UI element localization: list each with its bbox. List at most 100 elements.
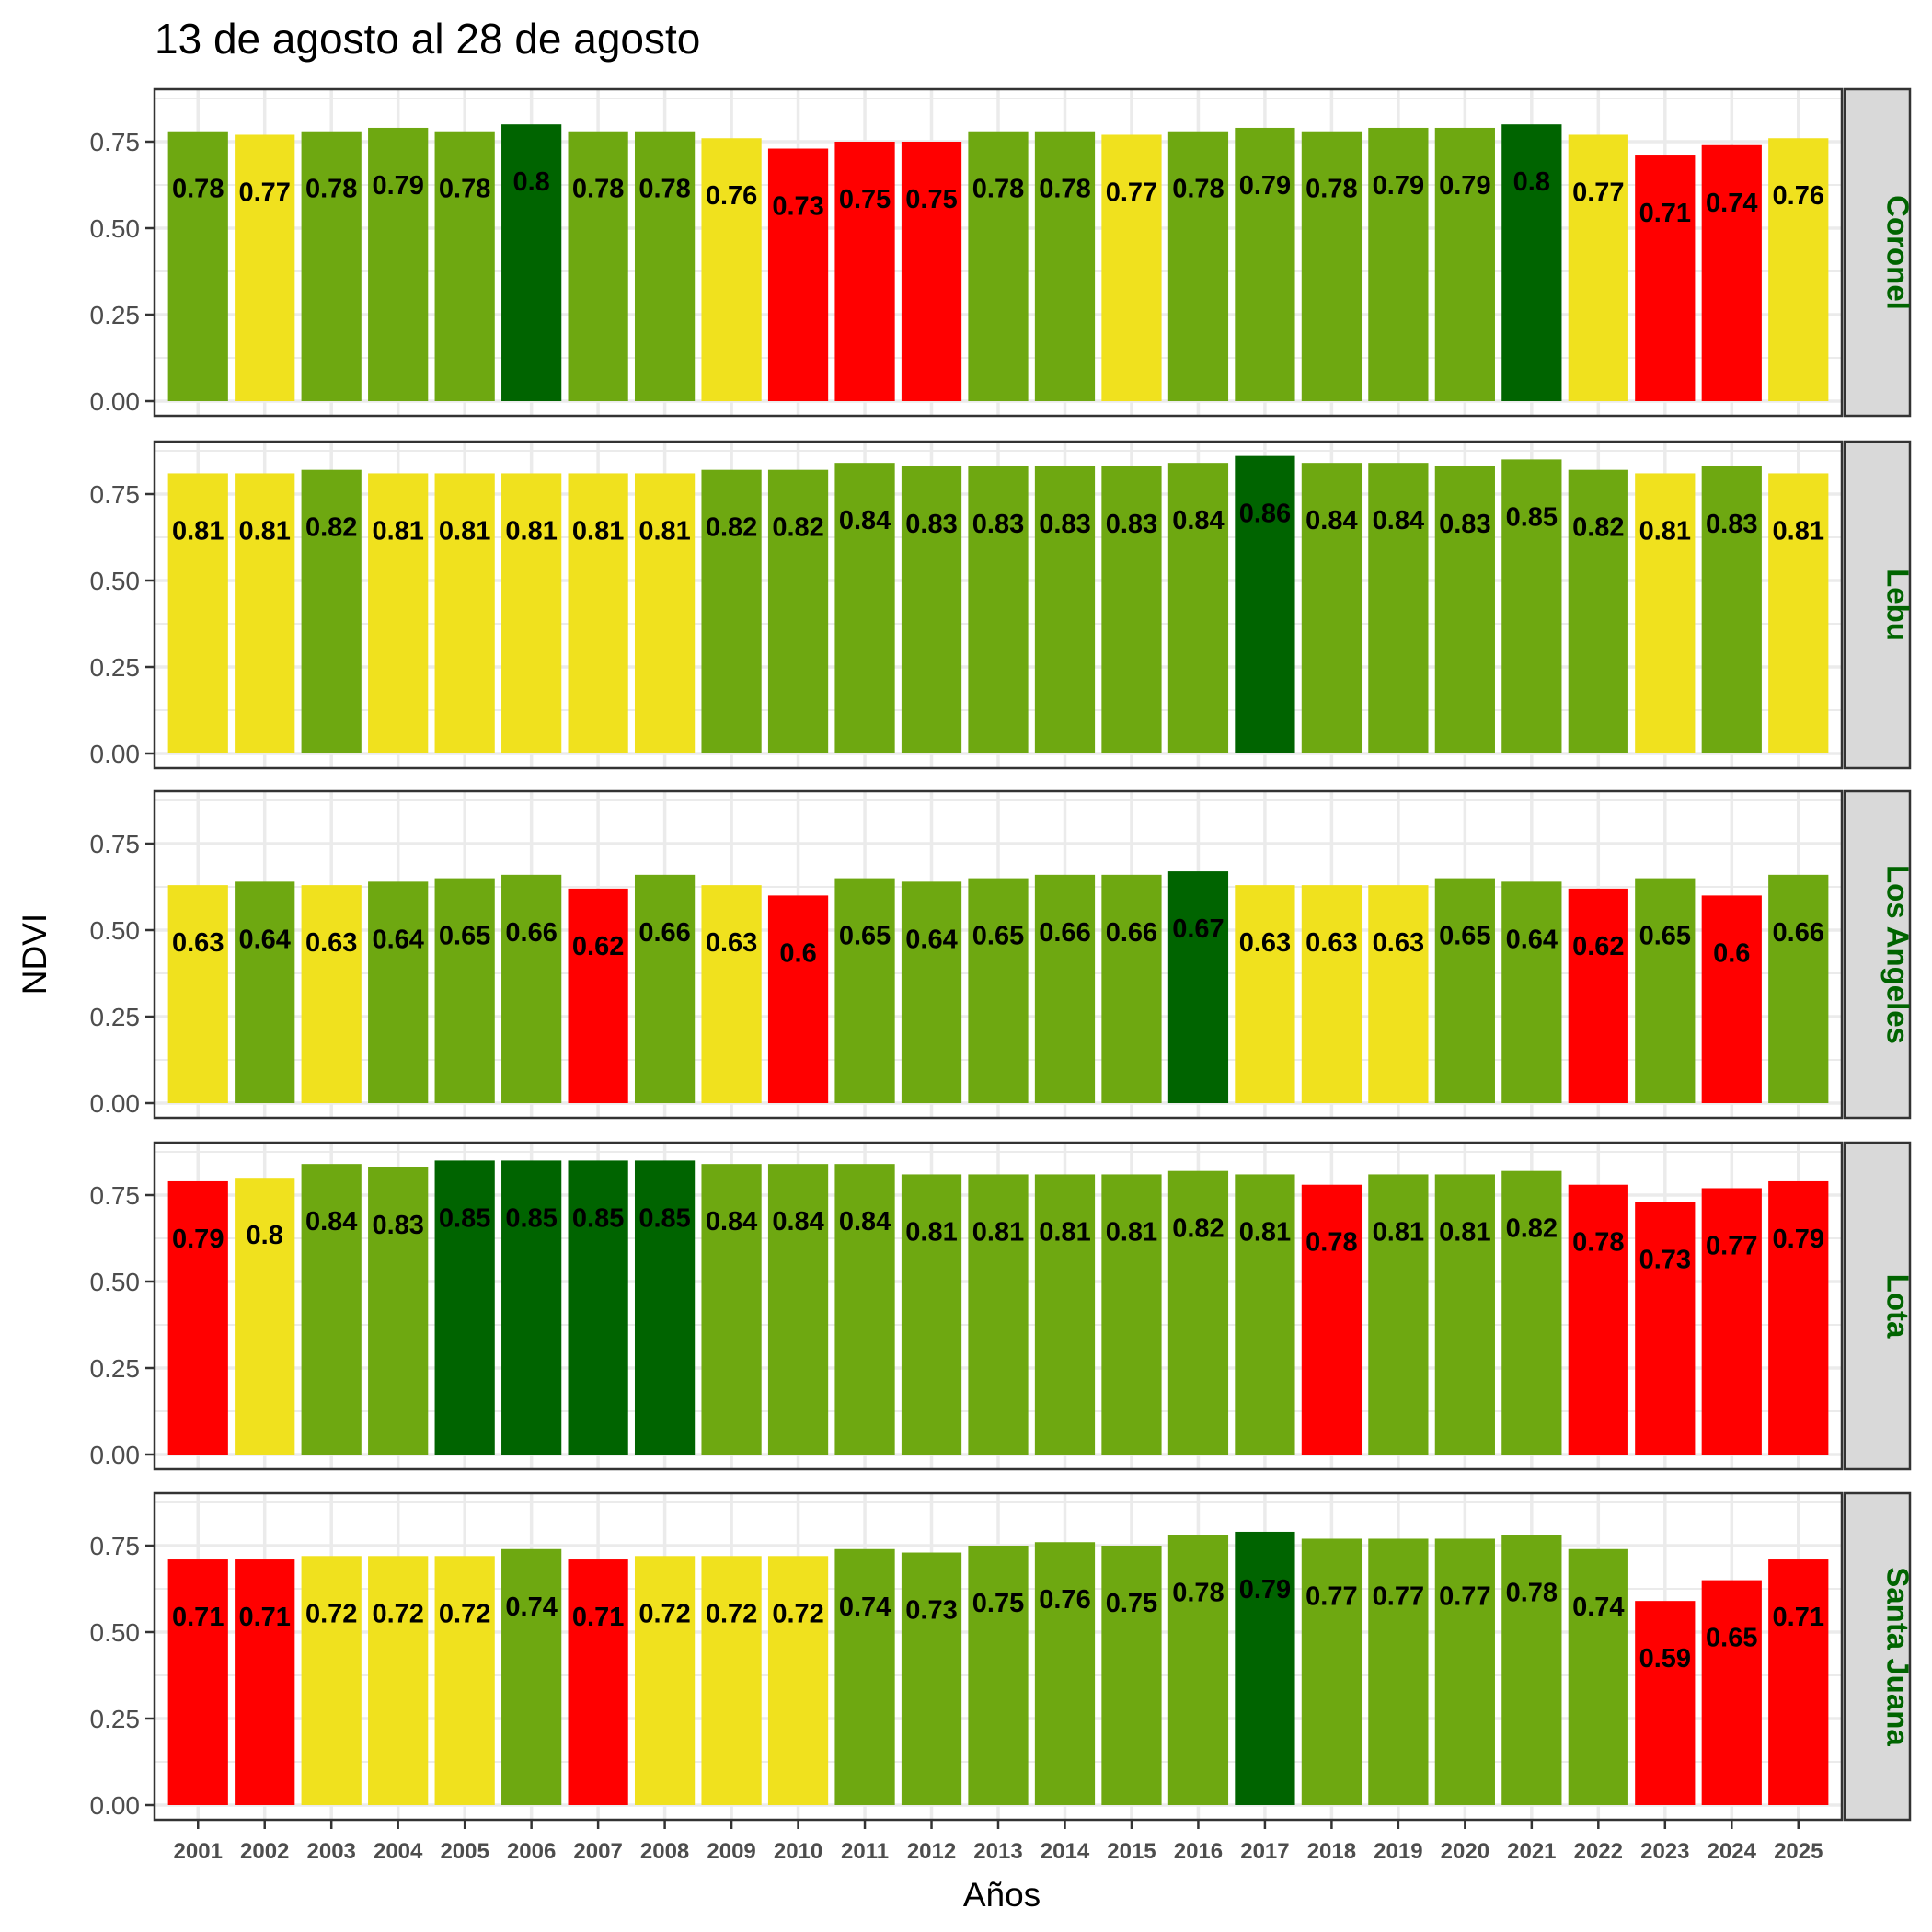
x-tick-label: 2002 <box>240 1839 289 1864</box>
bar-2006 <box>501 1160 562 1455</box>
y-tick-label: 0.00 <box>90 387 141 416</box>
bar-2008 <box>634 1556 696 1805</box>
facet-strip <box>1843 87 1912 418</box>
bar-value-label: 0.86 <box>1239 500 1291 529</box>
bar-2013 <box>968 878 1029 1103</box>
bar-2022 <box>1568 888 1628 1103</box>
bar-2007 <box>568 473 628 753</box>
bar-value-label: 0.82 <box>706 513 757 543</box>
bar-2019 <box>1368 1538 1429 1805</box>
bar-2004 <box>368 1556 429 1805</box>
bar-2019 <box>1368 1174 1429 1455</box>
x-tick-label: 2019 <box>1374 1839 1422 1864</box>
bar-value-label: 0.66 <box>1773 918 1824 948</box>
bar-value-label: 0.84 <box>706 1207 757 1236</box>
bar-2012 <box>901 1174 962 1455</box>
bar-value-label: 0.84 <box>839 506 891 535</box>
facet-strip-label: Lota <box>1881 1274 1915 1339</box>
y-tick-label: 0.75 <box>90 1532 141 1560</box>
bar-2019 <box>1368 463 1429 753</box>
y-tick-label: 0.75 <box>90 1181 141 1210</box>
bar-2023 <box>1635 473 1696 753</box>
bar-value-label: 0.78 <box>1506 1579 1558 1608</box>
bar-2022 <box>1568 1548 1628 1805</box>
x-tick-label: 2005 <box>440 1839 489 1864</box>
bar-2020 <box>1434 466 1495 753</box>
x-tick-label: 2014 <box>1041 1839 1090 1864</box>
bar-value-label: 0.63 <box>1239 928 1291 958</box>
bar-value-label: 0.81 <box>172 516 224 546</box>
facet-panel-lebu: 0.81 0.81 0.82 0.81 0.81 0.81 0.81 0.81 0.82 0.82… <box>90 440 1915 770</box>
bar-value-label: 0.76 <box>706 181 757 211</box>
x-tick-label: 2015 <box>1107 1839 1156 1864</box>
bar-2023 <box>1635 1601 1696 1805</box>
bar-value-label: 0.65 <box>972 922 1024 951</box>
bar-2004 <box>368 881 429 1103</box>
bar-value-label: 0.82 <box>1172 1214 1224 1244</box>
bar-value-label: 0.84 <box>1373 506 1424 535</box>
y-tick-label: 0.00 <box>90 1791 141 1820</box>
bar-value-label: 0.75 <box>1106 1589 1157 1618</box>
bar-2021 <box>1501 1535 1562 1805</box>
bar-value-label: 0.64 <box>905 925 957 954</box>
x-tick-label: 2003 <box>307 1839 356 1864</box>
bar-2025 <box>1768 138 1829 402</box>
bar-2023 <box>1635 1202 1696 1455</box>
bar-value-label: 0.83 <box>1706 510 1757 539</box>
bar-value-label: 0.81 <box>1106 1217 1157 1247</box>
bar-2008 <box>634 1160 696 1455</box>
panel-border <box>153 440 1844 770</box>
bar-value-label: 0.85 <box>572 1203 624 1233</box>
bar-2018 <box>1301 1184 1363 1455</box>
bar-value-label: 0.64 <box>372 925 423 954</box>
bar-value-label: 0.82 <box>1506 1214 1558 1244</box>
bar-value-label: 0.84 <box>772 1207 823 1236</box>
x-tick-label: 2017 <box>1240 1839 1289 1864</box>
bar-value-label: 0.79 <box>172 1225 224 1254</box>
bar-2021 <box>1501 881 1562 1103</box>
bar-value-label: 0.71 <box>572 1603 624 1632</box>
bar-value-label: 0.8 <box>1513 167 1550 197</box>
bar-value-label: 0.66 <box>1039 918 1090 948</box>
bar-value-label: 0.72 <box>372 1599 423 1628</box>
x-tick-label: 2009 <box>707 1839 755 1864</box>
bar-value-label: 0.72 <box>706 1599 757 1628</box>
bar-value-label: 0.81 <box>1639 516 1691 546</box>
bar-value-label: 0.64 <box>238 925 290 954</box>
bar-2001 <box>167 1180 228 1455</box>
bar-value-label: 0.65 <box>1706 1624 1757 1653</box>
bar-value-label: 0.78 <box>572 175 624 204</box>
bar-2006 <box>501 124 562 401</box>
bar-value-label: 0.74 <box>1572 1593 1624 1622</box>
x-tick-label: 2007 <box>573 1839 622 1864</box>
bar-value-label: 0.85 <box>505 1203 557 1233</box>
bar-2009 <box>701 469 762 753</box>
y-axis-title: NDVI <box>16 914 53 995</box>
bar-2016 <box>1167 131 1229 401</box>
bar-2001 <box>167 473 228 753</box>
bar-2018 <box>1301 463 1363 753</box>
bar-2003 <box>301 1556 362 1805</box>
bar-2002 <box>235 473 295 753</box>
bar-value-label: 0.79 <box>1773 1225 1824 1254</box>
bar-2025 <box>1768 874 1829 1103</box>
bar-value-label: 0.81 <box>1239 1217 1291 1247</box>
bar-value-label: 0.84 <box>305 1207 357 1236</box>
bar-value-label: 0.63 <box>172 928 224 958</box>
bar-value-label: 0.62 <box>572 932 624 961</box>
bar-2006 <box>501 1548 562 1805</box>
bar-2020 <box>1434 1174 1495 1455</box>
bar-value-label: 0.77 <box>1439 1581 1490 1611</box>
facet-strip <box>1843 789 1912 1120</box>
bar-2009 <box>701 138 762 402</box>
bar-2017 <box>1235 455 1295 753</box>
bar-value-label: 0.78 <box>1305 1228 1357 1258</box>
bar-2003 <box>301 1164 362 1455</box>
x-tick-label: 2021 <box>1507 1839 1556 1864</box>
bar-value-label: 0.78 <box>1039 175 1090 204</box>
bar-2025 <box>1768 1559 1829 1805</box>
bar-value-label: 0.78 <box>172 175 224 204</box>
bar-value-label: 0.81 <box>1439 1217 1490 1247</box>
y-tick-label: 0.00 <box>90 1089 141 1118</box>
